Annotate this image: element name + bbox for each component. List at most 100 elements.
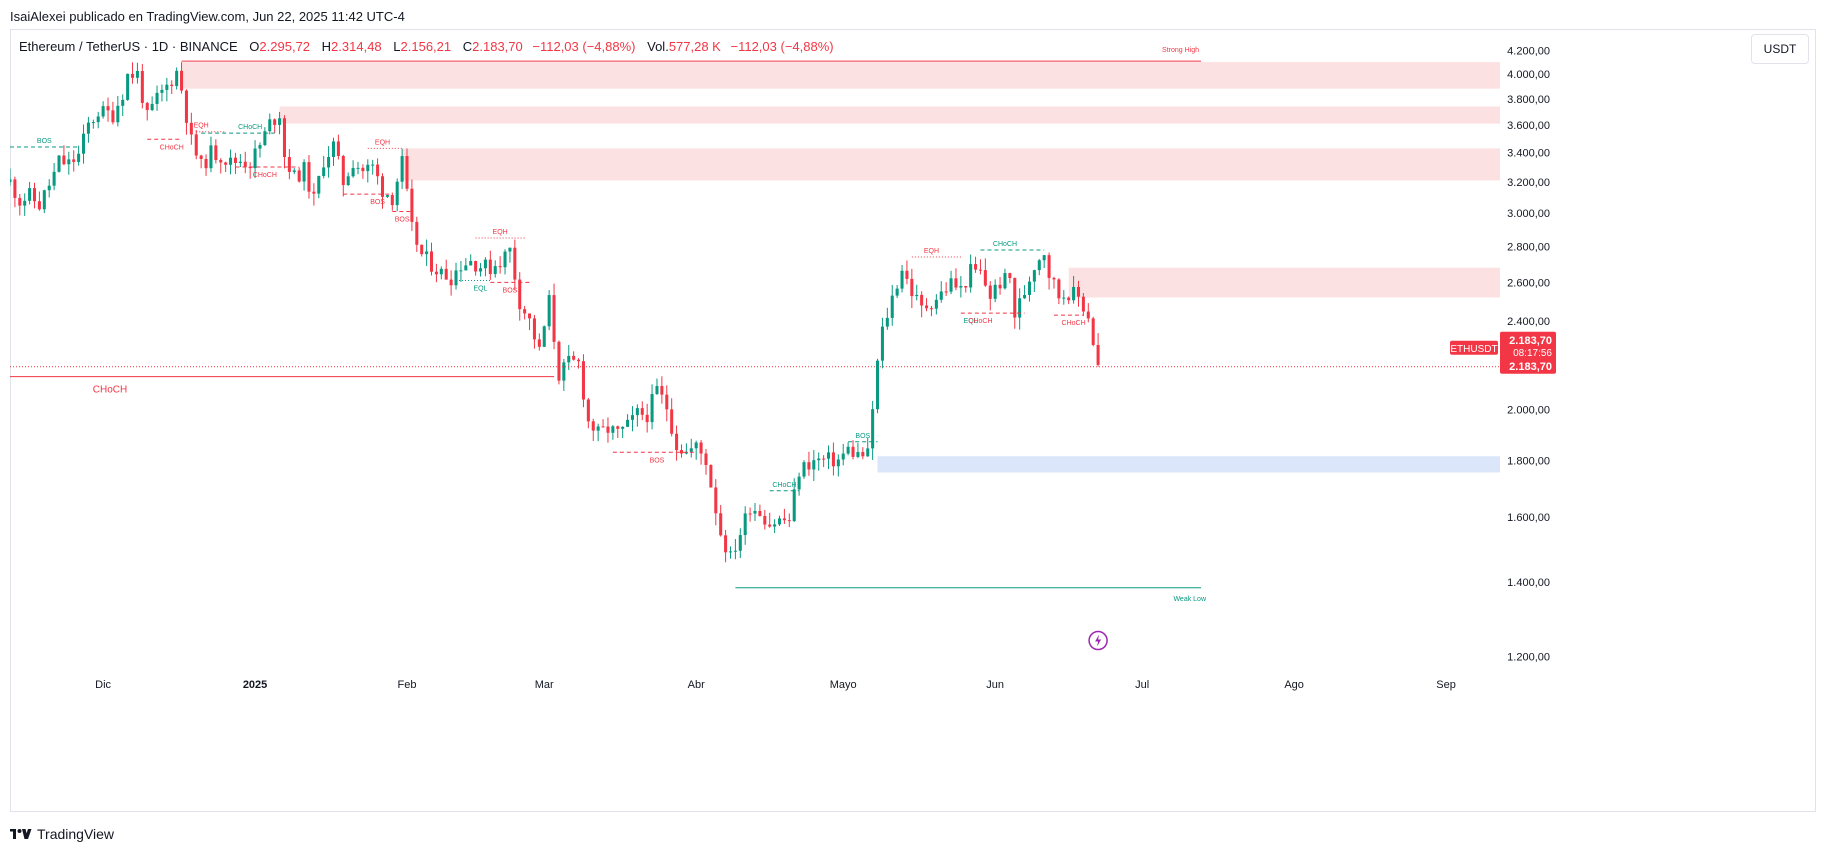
candle-body (518, 279, 522, 310)
candle-body (635, 408, 639, 416)
x-tick-label: Feb (398, 679, 417, 691)
candle-body (180, 70, 184, 91)
candle-body (748, 513, 752, 515)
candle-body (184, 90, 188, 123)
candle-body (91, 122, 95, 124)
x-tick-label: Abr (688, 679, 705, 691)
candle-body (905, 270, 909, 279)
candle-body (851, 446, 855, 457)
candle-body (454, 270, 458, 286)
candle-body (606, 426, 610, 433)
candle-body (464, 265, 468, 271)
price-chart[interactable]: Strong High Weak Low CHoCH BOS CHoCH EQH CHoCH… (10, 29, 1816, 812)
volume-label: Vol. (647, 39, 669, 54)
candle-body (650, 393, 654, 423)
candle-body (812, 460, 816, 470)
candle-body (949, 278, 953, 292)
candle-body (131, 73, 135, 78)
price-tag (1500, 331, 1556, 374)
candle-body (743, 513, 747, 536)
candle-body (449, 279, 453, 286)
y-tick-label: 3.600,00 (1507, 120, 1550, 132)
y-tick-label: 1.600,00 (1507, 512, 1550, 524)
candle-body (645, 414, 649, 423)
candle-body (807, 462, 811, 470)
candle-body (410, 188, 414, 222)
candle-body (871, 409, 875, 449)
candle-body (532, 318, 536, 340)
candle-body (777, 518, 782, 525)
x-tick-label: Sep (1436, 679, 1456, 691)
candle-body (459, 270, 463, 272)
candle-body (302, 162, 306, 182)
candle-body (954, 278, 958, 288)
candle-body (787, 520, 791, 522)
candle-body (596, 426, 600, 431)
supply-zone (181, 62, 1501, 89)
candle-body (18, 197, 22, 206)
candle-body (719, 513, 723, 536)
candle-body (1037, 260, 1041, 271)
candle-body (165, 84, 169, 90)
candle-body (282, 118, 286, 158)
candle-body (567, 355, 571, 363)
candle-body (395, 181, 399, 206)
candle-body (444, 268, 448, 280)
structure-label: BOS (37, 138, 52, 145)
candle-body (802, 462, 806, 477)
candle-body (483, 259, 487, 269)
candle-body (439, 268, 443, 275)
x-tick-label: Jul (1135, 679, 1149, 691)
candle-body (307, 162, 311, 192)
candle-body (331, 141, 336, 157)
candle-body (1072, 286, 1076, 301)
candle-body (1091, 318, 1095, 345)
candle-body (978, 269, 982, 271)
y-tick-label: 3.400,00 (1507, 148, 1550, 160)
candle-body (72, 159, 76, 162)
candle-body (268, 119, 272, 132)
candle-body (327, 156, 331, 168)
candle-body (763, 515, 767, 525)
candle-body (32, 188, 37, 202)
structure-label: CHoCH (993, 241, 1017, 248)
candle-body (1042, 255, 1046, 261)
supply-zone (279, 106, 1500, 124)
structure-label: BOS (395, 217, 410, 224)
candle-body (611, 426, 615, 433)
candle-body (390, 195, 394, 206)
candle-body (469, 260, 473, 266)
supply-zone (1068, 267, 1500, 298)
candle-body (199, 155, 203, 159)
candle-body (768, 524, 772, 527)
candle-body (836, 459, 840, 467)
candle-body (1008, 273, 1012, 279)
candle-body (866, 448, 870, 457)
candle-body (964, 285, 968, 288)
candle-body (900, 270, 904, 289)
x-tick-label: Dic (95, 679, 111, 691)
symbol-legend: Ethereum / TetherUS · 1D · BINANCE O2.29… (19, 39, 834, 54)
candle-body (155, 92, 159, 104)
candle-body (292, 170, 296, 172)
candle-body (13, 179, 17, 198)
candle-body (547, 295, 551, 327)
candle-body (204, 158, 208, 169)
currency-button[interactable]: USDT (1751, 34, 1809, 64)
candle-body (733, 550, 737, 552)
y-tick-label: 2.600,00 (1507, 277, 1550, 289)
y-tick-label: 2.000,00 (1507, 404, 1550, 416)
candle-body (243, 161, 247, 167)
structure-label: BOS (503, 287, 518, 294)
candle-body (1003, 273, 1007, 289)
y-tick-label: 3.200,00 (1507, 177, 1550, 189)
symbol-name[interactable]: Ethereum / TetherUS · 1D · BINANCE (19, 39, 238, 54)
candle-body (297, 170, 301, 182)
y-tick-label: 1.800,00 (1507, 455, 1550, 467)
candle-body (630, 415, 634, 420)
candle-body (998, 284, 1002, 289)
candle-body (336, 141, 340, 156)
open-value: 2.295,72 (259, 39, 311, 54)
structure-label: BOS (855, 433, 870, 440)
candle-body (376, 164, 380, 177)
